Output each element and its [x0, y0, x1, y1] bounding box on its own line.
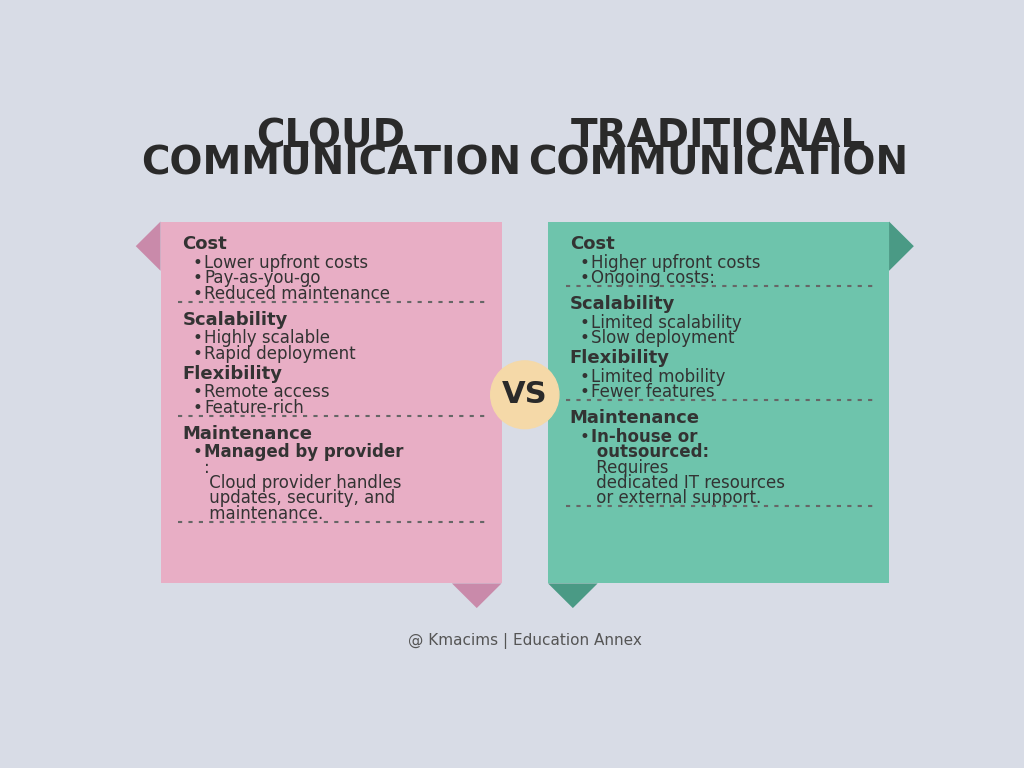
Text: Higher upfront costs: Higher upfront costs: [592, 254, 761, 272]
Text: :: :: [204, 458, 210, 477]
Text: •: •: [580, 383, 590, 401]
Text: updates, security, and: updates, security, and: [204, 489, 395, 508]
Text: @ Kmacims | Education Annex: @ Kmacims | Education Annex: [408, 633, 642, 649]
Polygon shape: [452, 584, 502, 608]
Text: Slow deployment: Slow deployment: [592, 329, 735, 347]
Text: maintenance.: maintenance.: [204, 505, 324, 523]
Text: Highly scalable: Highly scalable: [204, 329, 330, 347]
Text: •: •: [580, 329, 590, 347]
Text: Lower upfront costs: Lower upfront costs: [204, 254, 368, 272]
Polygon shape: [548, 584, 598, 608]
Text: outsourced:: outsourced:: [592, 443, 710, 462]
Text: Limited mobility: Limited mobility: [592, 368, 726, 386]
Text: Cloud provider handles: Cloud provider handles: [204, 474, 401, 492]
Text: •: •: [193, 443, 202, 462]
Polygon shape: [889, 221, 913, 271]
Text: Remote access: Remote access: [204, 383, 330, 401]
Polygon shape: [136, 221, 161, 271]
Text: Rapid deployment: Rapid deployment: [204, 345, 355, 362]
Text: •: •: [193, 399, 202, 416]
Text: •: •: [193, 270, 202, 287]
Text: •: •: [580, 428, 590, 446]
Text: Pay-as-you-go: Pay-as-you-go: [204, 270, 321, 287]
Text: •: •: [580, 368, 590, 386]
Text: COMMUNICATION: COMMUNICATION: [141, 145, 521, 183]
Circle shape: [490, 361, 559, 429]
Text: •: •: [193, 285, 202, 303]
Text: Flexibility: Flexibility: [569, 349, 670, 367]
Text: or external support.: or external support.: [592, 489, 762, 508]
Text: •: •: [580, 270, 590, 287]
Text: TRADITIONAL: TRADITIONAL: [571, 118, 866, 156]
Text: Cost: Cost: [569, 235, 614, 253]
Text: •: •: [193, 329, 202, 347]
Text: •: •: [580, 314, 590, 332]
Text: Managed by provider: Managed by provider: [204, 443, 403, 462]
Text: Scalability: Scalability: [569, 296, 675, 313]
Text: COMMUNICATION: COMMUNICATION: [528, 145, 908, 183]
Text: Scalability: Scalability: [182, 311, 288, 329]
Text: Fewer features: Fewer features: [592, 383, 715, 401]
Text: •: •: [193, 254, 202, 272]
Text: Reduced maintenance: Reduced maintenance: [204, 285, 390, 303]
Polygon shape: [161, 221, 502, 584]
Polygon shape: [548, 221, 889, 584]
Text: •: •: [193, 383, 202, 401]
Text: Limited scalability: Limited scalability: [592, 314, 742, 332]
Text: Ongoing costs:: Ongoing costs:: [592, 270, 716, 287]
Text: Cost: Cost: [182, 235, 227, 253]
Text: Maintenance: Maintenance: [182, 425, 312, 443]
Text: In-house or: In-house or: [592, 428, 698, 446]
Text: CLOUD: CLOUD: [257, 118, 406, 156]
Text: Requires: Requires: [592, 458, 669, 477]
Text: VS: VS: [502, 380, 548, 409]
Text: Feature-rich: Feature-rich: [204, 399, 304, 416]
Text: Flexibility: Flexibility: [182, 365, 283, 382]
Text: dedicated IT resources: dedicated IT resources: [592, 474, 785, 492]
Text: Maintenance: Maintenance: [569, 409, 699, 428]
Text: •: •: [193, 345, 202, 362]
Text: •: •: [580, 254, 590, 272]
